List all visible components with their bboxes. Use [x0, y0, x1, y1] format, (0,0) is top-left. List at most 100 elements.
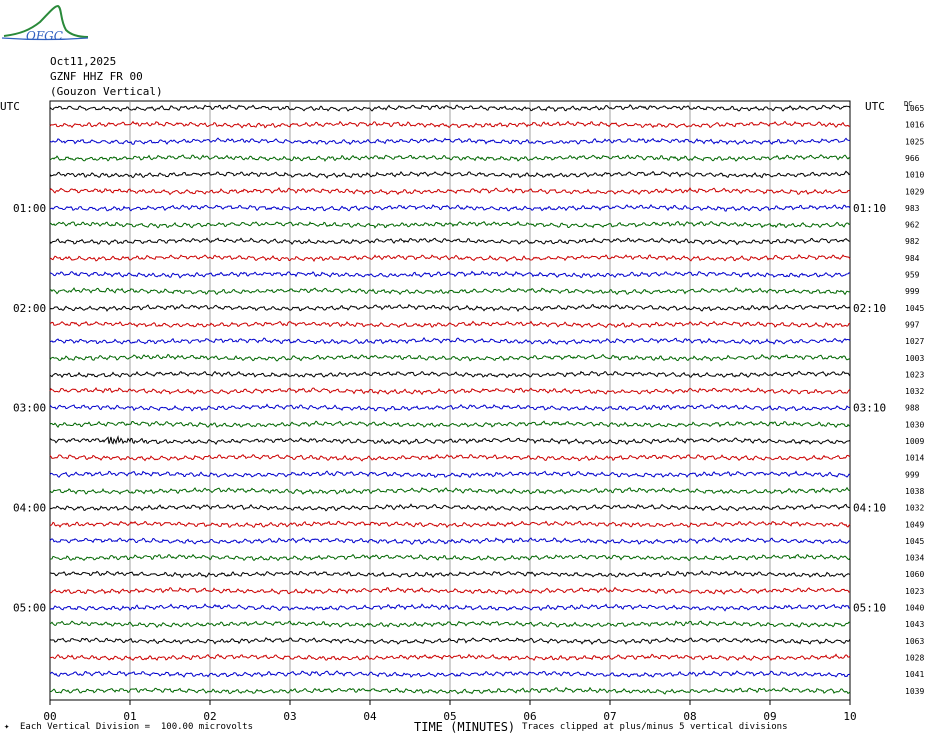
seismic-trace [49, 170, 851, 179]
left-hour-label: 04:00 [13, 502, 46, 515]
seismic-trace [49, 435, 851, 445]
seismic-trace [49, 254, 851, 262]
x-tick-label: 04 [363, 710, 377, 723]
dc-offset-label: 1027 [905, 337, 924, 346]
dc-offset-label: 984 [905, 254, 920, 263]
seismic-trace [49, 320, 851, 329]
dc-offset-label: 1045 [905, 537, 924, 546]
seismic-trace [49, 454, 851, 462]
seismic-trace [49, 220, 851, 229]
dc-offset-label: 1003 [905, 354, 924, 363]
seismic-trace [49, 603, 851, 612]
footer-marker: ✦ [4, 722, 10, 732]
seismic-trace [49, 686, 851, 695]
record-date: Oct11,2025 [50, 55, 117, 68]
dc-offset-label: 1029 [905, 187, 924, 196]
seismic-trace [49, 486, 851, 495]
seismic-trace [49, 120, 851, 129]
x-tick-label: 02 [203, 710, 216, 723]
dc-offset-label: 1030 [905, 420, 924, 429]
seismic-trace [49, 420, 851, 429]
dc-offset-label: 1039 [905, 687, 924, 696]
seismic-trace [49, 137, 851, 146]
dc-offset-label: 1032 [905, 387, 924, 396]
logo-mountain-icon [3, 4, 89, 38]
left-axis-title: UTC [0, 100, 20, 113]
x-tick-label: 00 [43, 710, 56, 723]
right-hour-label: 05:10 [853, 602, 886, 615]
dc-offset-label: 1028 [905, 653, 924, 662]
dc-offset-label: 1025 [905, 137, 924, 146]
seismic-trace [49, 470, 851, 479]
ofgc-logo: OFGC [1, 4, 89, 43]
x-tick-label: 07 [603, 710, 616, 723]
dc-offset-label: 1014 [905, 454, 924, 463]
dc-offset-label: 1049 [905, 520, 924, 529]
seismic-trace [49, 370, 851, 379]
seismic-trace [49, 386, 851, 396]
seismic-trace [49, 553, 851, 562]
seismic-trace [49, 287, 851, 296]
dc-offset-label: 1043 [905, 620, 924, 629]
dc-offset-label: 999 [905, 470, 920, 479]
dc-offset-label: 988 [905, 404, 920, 413]
dc-offset-label: 962 [905, 221, 920, 230]
right-hour-label: 01:10 [853, 202, 886, 215]
right-hour-label: 04:10 [853, 502, 886, 515]
seismic-trace [49, 270, 851, 279]
dc-offset-label: 1032 [905, 504, 924, 513]
seismic-trace [49, 637, 851, 645]
seismic-trace [49, 670, 851, 678]
x-tick-label: 10 [843, 710, 856, 723]
dc-offset-label: 966 [905, 154, 920, 163]
seismic-trace [49, 353, 851, 362]
seismic-trace [49, 503, 851, 512]
x-axis-label: TIME (MINUTES) [414, 720, 516, 734]
dc-offset-label: 1034 [905, 554, 924, 563]
seismic-trace [49, 187, 851, 196]
x-tick-label: 08 [683, 710, 696, 723]
x-tick-label: 09 [763, 710, 776, 723]
dc-offset-label: 1023 [905, 370, 924, 379]
seismic-trace [49, 403, 851, 412]
dc-offset-label: 1010 [905, 171, 924, 180]
dc-offset-label: 1060 [905, 570, 924, 579]
left-hour-label: 03:00 [13, 402, 46, 415]
seismic-trace [49, 570, 851, 579]
logo-text: OFGC [26, 29, 63, 43]
x-tick-label: 05 [443, 710, 456, 723]
station-code: GZNF HHZ FR 00 [50, 70, 143, 83]
dc-offset-label: 997 [905, 320, 920, 329]
x-tick-label: 01 [123, 710, 136, 723]
seismic-trace [49, 204, 851, 212]
left-hour-label: 01:00 [13, 202, 46, 215]
left-hour-label: 02:00 [13, 302, 46, 315]
dc-offset-label: 999 [905, 287, 920, 296]
seismic-trace [49, 337, 851, 345]
dc-offset-label: 1038 [905, 487, 924, 496]
dc-offset-label: 1065 [905, 104, 924, 113]
clip-note: Traces clipped at plus/minus 5 vertical … [522, 722, 788, 732]
scale-note: Each Vertical Division = 100.00 microvol… [20, 722, 253, 732]
x-tick-label: 03 [283, 710, 296, 723]
dc-offset-label: 959 [905, 271, 920, 280]
seismic-trace [49, 104, 851, 112]
seismic-trace [49, 237, 851, 246]
right-axis-title: UTC [865, 100, 885, 113]
logo-swoosh-icon [1, 37, 89, 41]
dc-offset-label: 983 [905, 204, 920, 213]
seismic-trace [49, 520, 851, 529]
dc-offset-label: 1045 [905, 304, 924, 313]
seismic-trace [49, 303, 851, 312]
x-tick-label: 06 [523, 710, 536, 723]
dc-header-label: DC [904, 100, 912, 108]
dc-offset-label: 1009 [905, 437, 924, 446]
seismic-trace [49, 620, 851, 628]
dc-offset-label: 1016 [905, 121, 924, 130]
left-hour-label: 05:00 [13, 602, 46, 615]
seismic-trace [49, 154, 851, 162]
dc-offset-label: 1023 [905, 587, 924, 596]
dc-offset-label: 1041 [905, 670, 924, 679]
dc-offset-label: 1063 [905, 637, 924, 646]
